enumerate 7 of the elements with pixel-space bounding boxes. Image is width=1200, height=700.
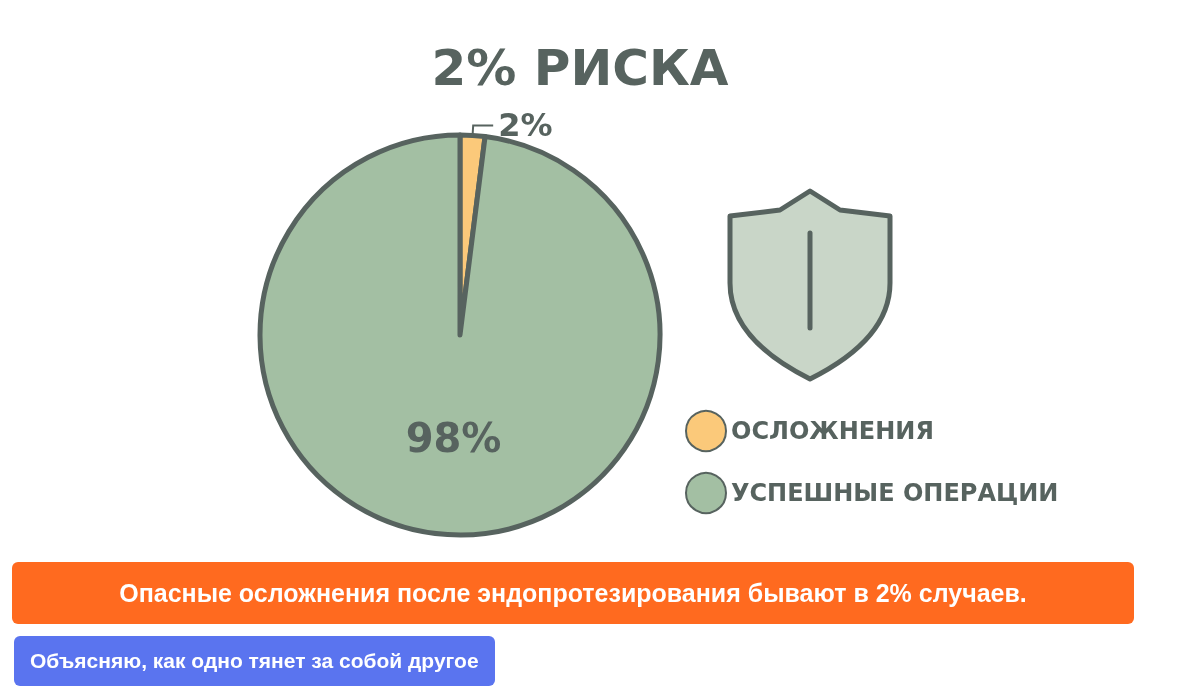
chart-title: 2% РИСКА: [431, 39, 729, 97]
legend-label: ОСЛОЖНЕНИЯ: [731, 417, 934, 445]
text: Опасные осложнения после эндопротезирования бывают в 2% случаев.: [12, 562, 1134, 624]
legend-label: УСПЕШНЫЕ ОПЕРАЦИИ: [731, 479, 1059, 507]
text: Объясняю, как одно тянет за собой другое: [14, 636, 495, 686]
data-label: 2%: [498, 106, 553, 145]
data-label: 98%: [405, 414, 502, 461]
